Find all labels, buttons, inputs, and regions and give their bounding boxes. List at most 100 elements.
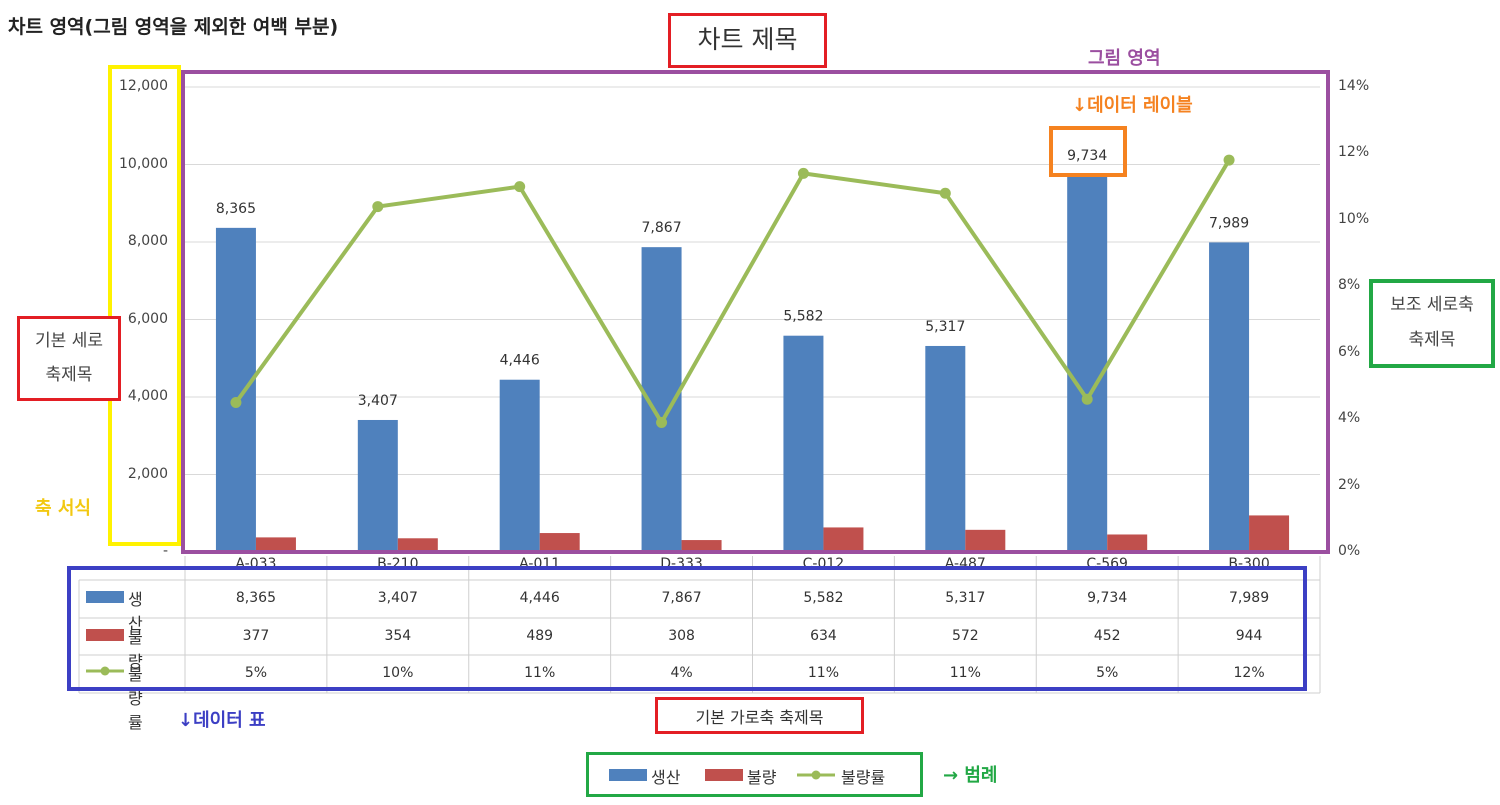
bar-defect <box>539 533 580 552</box>
table-header-defect-label: 불량 <box>128 628 143 671</box>
table-cell-defect-rate: 10% <box>382 665 414 681</box>
bars <box>215 174 1290 552</box>
secondary-axis-tick: 10% <box>1338 210 1370 227</box>
legend-label-production: 생산 <box>651 768 681 787</box>
annotation-plot-area-box <box>181 70 1330 554</box>
data-table-grid <box>78 556 1321 694</box>
bar-defect <box>255 537 296 552</box>
defect-rate-point <box>514 181 526 193</box>
bar-defect <box>681 540 722 552</box>
bar-production <box>499 379 540 552</box>
primary-axis-tick: 8,000 <box>127 233 168 249</box>
table-cell-defect: 354 <box>384 628 412 644</box>
data-label-production: 9,734 <box>1067 148 1107 164</box>
annotation-axis-format: 축 서식 <box>35 498 91 519</box>
primary-axis-tick: 10,000 <box>119 155 168 172</box>
primary-axis-tick: - <box>162 543 168 559</box>
table-header-defect-rate-label: 불량률 <box>128 665 143 732</box>
bar-defect <box>397 538 438 552</box>
defect-rate-point <box>656 416 668 428</box>
data-label-production: 5,582 <box>783 309 823 325</box>
defect-rate-point <box>372 201 384 213</box>
annotation-legend: → 범례 <box>943 765 998 786</box>
bar-defect <box>1249 515 1290 552</box>
defect-rate-point <box>230 397 242 409</box>
table-cell-defect: 489 <box>526 628 554 644</box>
table-cell-defect: 634 <box>810 628 837 644</box>
annotation-data-table-box <box>67 566 1307 691</box>
defect-rate-line-path <box>234 159 1231 425</box>
table-cell-production: 5,582 <box>803 590 844 606</box>
table-cell-production: 7,867 <box>661 590 702 606</box>
bar-production <box>357 419 398 552</box>
secondary-axis-tick: 4% <box>1338 410 1361 427</box>
defect-rate-line <box>230 154 1235 428</box>
bar-production <box>1209 242 1250 552</box>
table-cell-defect-rate: 11% <box>949 665 981 681</box>
bar-production <box>925 345 966 552</box>
secondary-axis-tick: 2% <box>1338 476 1361 493</box>
data-label-production: 4,446 <box>500 353 540 369</box>
annotation-data-table: ↓데이터 표 <box>178 710 266 731</box>
bar-production <box>783 335 824 552</box>
legend-swatch-production <box>609 769 647 781</box>
table-cell-defect: 572 <box>951 628 979 644</box>
bar-production <box>1067 174 1108 552</box>
annotation-primary-vaxis-title-box <box>17 316 121 401</box>
table-cell-defect: 944 <box>1235 628 1263 644</box>
legend: 생산 불량 불량률 <box>586 752 923 797</box>
data-label-production: 5,317 <box>925 319 965 335</box>
bar-defect <box>1107 534 1148 552</box>
table-cell-defect-rate: 5% <box>1096 665 1119 681</box>
legend-label-defect: 불량 <box>747 768 777 787</box>
primary-axis-tick: 6,000 <box>127 310 168 327</box>
annotation-primary-haxis-title: 기본 가로축 축제목 <box>695 708 824 727</box>
defect-rate-point <box>797 167 809 179</box>
annotation-data-label: ↓데이터 레이블 <box>1072 95 1193 116</box>
bar-production <box>215 227 256 552</box>
table-cell-production: 9,734 <box>1087 590 1128 606</box>
secondary-axis-tick: 14% <box>1338 78 1370 94</box>
secondary-axis-tick: 8% <box>1338 277 1361 294</box>
legend-swatch-defect-rate <box>797 770 835 780</box>
annotation-plot-area: 그림 영역 <box>1088 48 1161 69</box>
bar-defect <box>823 527 864 552</box>
table-cell-defect: 377 <box>242 628 270 644</box>
annotation-chart-title-box <box>668 13 827 68</box>
data-label-production: 7,989 <box>1209 215 1249 231</box>
bar-defect <box>965 529 1006 552</box>
primary-axis-tick: 2,000 <box>127 465 168 482</box>
annotation-secondary-vaxis-title-line2: 축제목 <box>1408 330 1456 350</box>
table-cell-production: 8,365 <box>235 590 276 606</box>
primary-axis-tick: 4,000 <box>127 388 168 404</box>
annotation-axis-format-box <box>108 65 181 546</box>
secondary-axis-tick: 12% <box>1338 144 1370 161</box>
annotation-primary-vaxis-title-line2: 축제목 <box>45 365 93 385</box>
annotation-primary-haxis-title-box <box>655 697 864 734</box>
annotation-chart-area: 차트 영역(그림 영역을 제외한 여백 부분) <box>8 16 339 38</box>
table-cell-defect: 452 <box>1093 628 1121 644</box>
legend-swatch-defect-rate <box>86 666 124 676</box>
annotation-chart-title: 차트 제목 <box>697 25 798 54</box>
legend-label-defect-rate: 불량률 <box>841 768 886 787</box>
data-labels: 8,365 3,407 4,446 7,867 5,582 5,317 9,734 7,989 <box>216 148 1249 409</box>
defect-rate-point <box>939 187 951 199</box>
annotation-data-label-box <box>1049 126 1127 177</box>
table-cell-production: 7,989 <box>1229 590 1270 606</box>
table-cell-defect-rate: 11% <box>524 665 556 681</box>
table-cell-production: 5,317 <box>945 590 986 606</box>
legend-swatch-defect <box>705 769 743 781</box>
table-cell-defect: 308 <box>668 628 695 644</box>
defect-rate-point <box>1223 154 1235 166</box>
table-cell-production: 4,446 <box>519 590 560 606</box>
primary-axis-tick: 12,000 <box>119 78 168 94</box>
secondary-axis-tick: 0% <box>1338 543 1361 559</box>
table-cell-defect-rate: 11% <box>807 665 839 681</box>
table-cell-defect-rate: 4% <box>670 665 693 681</box>
data-label-production: 8,365 <box>216 201 256 217</box>
data-label-production: 7,867 <box>642 220 682 236</box>
table-cell-production: 3,407 <box>377 590 418 606</box>
annotation-primary-vaxis-title-line1: 기본 세로 <box>35 331 103 351</box>
table-header-production-label: 생산 <box>128 590 143 633</box>
